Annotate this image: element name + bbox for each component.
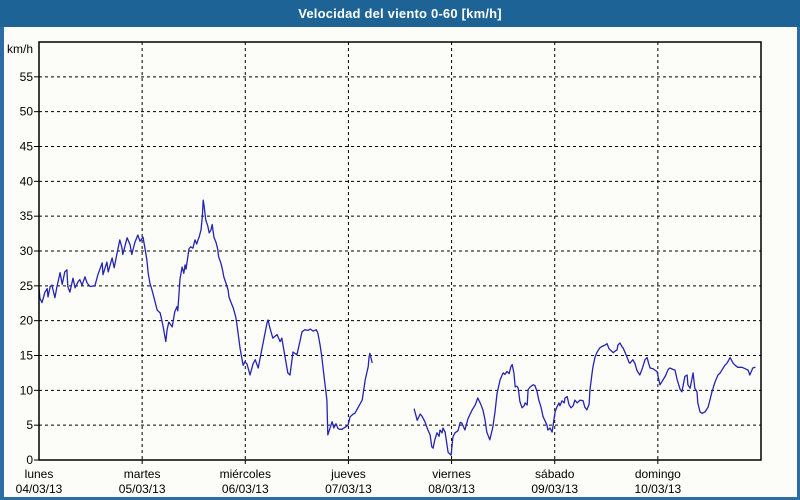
y-tick-label: 20 xyxy=(20,314,34,328)
x-tick-day-label: lunes xyxy=(25,467,54,481)
plot-border xyxy=(38,41,762,461)
y-tick-label: 55 xyxy=(20,70,34,84)
x-tick-date-label: 06/03/13 xyxy=(222,482,269,496)
y-tick-label: 40 xyxy=(20,174,34,188)
x-tick-date-label: 09/03/13 xyxy=(531,482,578,496)
y-axis-unit-label: km/h xyxy=(7,42,33,56)
x-tick-day-label: viernes xyxy=(432,467,471,481)
x-tick-date-label: 10/03/13 xyxy=(634,482,681,496)
y-tick-label: 35 xyxy=(20,209,34,223)
y-tick-label: 0 xyxy=(26,453,33,467)
x-tick-day-label: martes xyxy=(124,467,161,481)
wind-speed-series-path xyxy=(413,342,756,456)
y-tick-label: 50 xyxy=(20,105,34,119)
y-tick-label: 5 xyxy=(26,418,33,432)
x-tick-day-label: sábado xyxy=(535,467,575,481)
y-tick-label: 25 xyxy=(20,279,34,293)
x-tick-day-label: domingo xyxy=(635,467,681,481)
wind-speed-line xyxy=(38,199,756,456)
y-tick-label: 15 xyxy=(20,349,34,363)
x-tick-date-label: 04/03/13 xyxy=(16,482,63,496)
y-tick-label: 30 xyxy=(20,244,34,258)
x-tick-date-label: 07/03/13 xyxy=(325,482,372,496)
x-tick-day-label: jueves xyxy=(330,467,366,481)
window-border-bottom xyxy=(0,497,800,500)
title-bar: Velocidad del viento 0-60 [km/h] xyxy=(0,0,800,27)
wind-speed-series-path xyxy=(38,199,373,436)
gridlines xyxy=(34,42,761,464)
y-tick-label: 10 xyxy=(20,383,34,397)
chart-title: Velocidad del viento 0-60 [km/h] xyxy=(298,6,502,21)
x-tick-date-label: 05/03/13 xyxy=(119,482,166,496)
y-tick-label: 45 xyxy=(20,140,34,154)
window-border-left xyxy=(0,27,4,500)
window-border-right xyxy=(797,27,800,500)
x-tick-date-label: 08/03/13 xyxy=(428,482,475,496)
x-tick-day-label: miércoles xyxy=(220,467,271,481)
